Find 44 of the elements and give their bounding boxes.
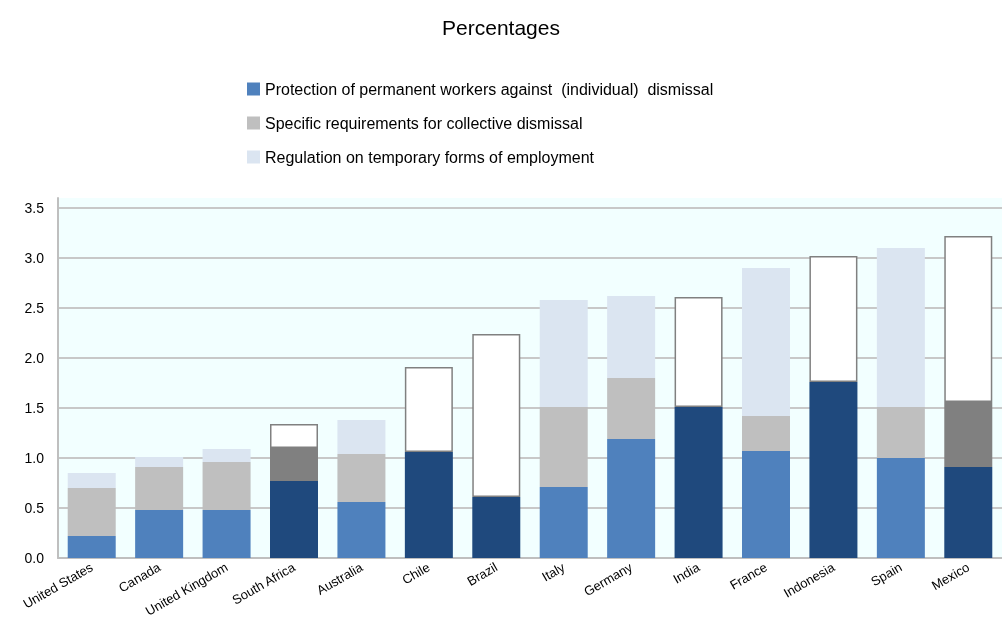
bar (742, 268, 790, 416)
bar (404, 367, 453, 452)
bar (404, 452, 453, 558)
bar (135, 510, 184, 558)
bar (809, 256, 858, 382)
y-tick-label: 0.0 (24, 550, 45, 566)
legend-label: Regulation on temporary forms of employment (265, 148, 595, 166)
y-tick-label: 2.5 (24, 300, 45, 316)
bar (472, 334, 521, 497)
legend-label: Protection of permanent workers against (individual) dismissal (265, 80, 714, 98)
bar (607, 439, 656, 558)
y-tick-label: 3.0 (24, 250, 45, 266)
bar (472, 497, 521, 558)
y-tick-label: 1.5 (24, 400, 45, 416)
bar (944, 467, 993, 558)
bar (607, 296, 656, 378)
bar (337, 502, 386, 558)
y-tick-label: 0.5 (24, 500, 45, 516)
bar (135, 457, 184, 467)
bar (270, 481, 318, 558)
x-tick-label: South Africa (229, 559, 299, 608)
bar (539, 300, 588, 407)
bar (742, 416, 790, 451)
bar (809, 382, 858, 558)
bar (876, 248, 925, 407)
bar (67, 473, 116, 488)
y-tick-label: 1.0 (24, 450, 45, 466)
x-tick-label: Italy (539, 559, 568, 585)
bar (876, 458, 925, 558)
bar (674, 297, 723, 407)
bar (674, 407, 723, 558)
bar (202, 510, 251, 558)
bar (202, 449, 251, 462)
bar (539, 487, 588, 558)
bar (67, 536, 116, 558)
bar (742, 451, 790, 558)
x-tick-label: Chile (399, 559, 433, 588)
x-tick-label: Spain (868, 559, 905, 590)
bar (337, 420, 386, 454)
x-tick-label: India (670, 559, 703, 587)
legend-label: Specific requirements for collective dismissal (265, 114, 583, 132)
y-tick-label: 2.0 (24, 350, 45, 366)
chart-title: Percentages (442, 16, 560, 39)
y-tick-label: 3.5 (24, 200, 45, 216)
